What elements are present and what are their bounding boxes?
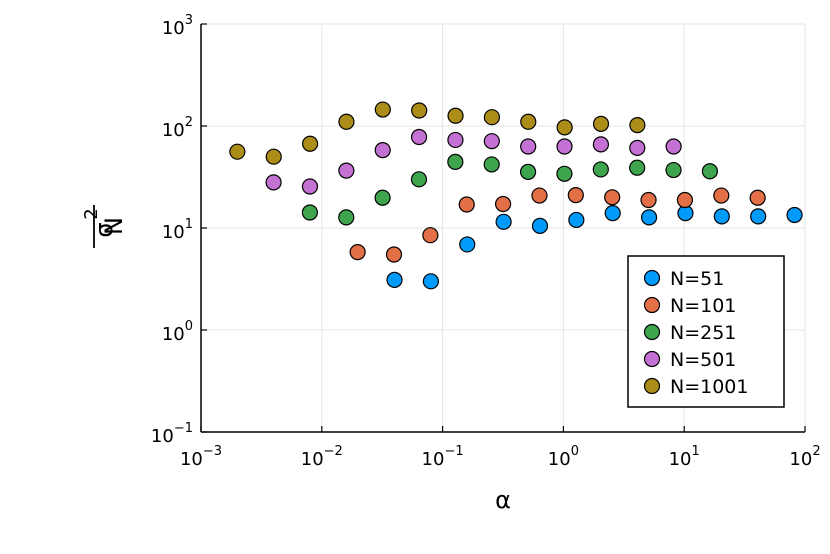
data-point	[640, 209, 658, 226]
axes	[200, 23, 806, 433]
data-point	[676, 191, 694, 209]
data-point	[301, 178, 319, 195]
data-point	[713, 187, 730, 204]
legend-label: N=501	[670, 349, 736, 371]
data-point	[520, 138, 537, 155]
data-point	[447, 153, 464, 170]
y-tick-label: 10−1	[151, 421, 193, 447]
data-point	[556, 119, 573, 136]
data-point	[483, 156, 500, 173]
data-point	[386, 271, 403, 288]
data-point	[556, 165, 573, 182]
series-n-251	[301, 153, 718, 226]
legend-marker	[643, 377, 661, 395]
data-point	[422, 227, 439, 244]
data-point	[568, 211, 585, 229]
data-point	[301, 204, 318, 221]
y-tick-label: 103	[162, 13, 193, 39]
series-n-1001	[229, 101, 646, 165]
data-point	[520, 113, 537, 130]
data-point	[640, 191, 657, 209]
data-point	[567, 187, 584, 204]
data-point	[483, 109, 501, 126]
y-label-superscript: 2	[81, 208, 102, 219]
data-point	[410, 128, 428, 146]
data-point	[629, 139, 646, 156]
legend-marker	[643, 323, 661, 341]
legend-marker	[643, 350, 661, 368]
data-point	[265, 148, 282, 165]
data-point	[265, 174, 282, 191]
x-tick-label: 100	[548, 444, 579, 470]
legend: N=51 N=101 N=251 N=501 N=1001	[627, 255, 785, 408]
data-point	[229, 143, 246, 160]
data-point	[629, 117, 646, 134]
series-n-501	[265, 128, 682, 195]
data-point	[604, 204, 621, 222]
data-point	[374, 101, 391, 118]
legend-marker	[643, 296, 661, 314]
x-tick-label: 10−1	[422, 444, 464, 470]
data-point	[349, 244, 366, 261]
data-point	[665, 138, 682, 155]
data-point	[422, 273, 439, 290]
data-point	[519, 163, 537, 180]
data-point	[338, 162, 355, 179]
data-point	[411, 102, 428, 119]
y-tick-label: 100	[162, 319, 193, 345]
data-point	[410, 171, 428, 188]
data-point	[749, 189, 766, 206]
data-point	[447, 107, 464, 124]
legend-label: N=251	[670, 322, 736, 344]
y-label-numerator: σ	[90, 222, 118, 237]
data-point	[531, 187, 548, 204]
series-n-101	[349, 187, 766, 263]
data-point	[531, 217, 549, 234]
legend-marker	[643, 269, 661, 287]
data-point	[338, 113, 355, 130]
data-point	[483, 133, 500, 150]
data-point	[786, 206, 803, 224]
data-point	[713, 208, 730, 225]
data-point	[592, 136, 610, 153]
data-point	[495, 213, 512, 230]
data-point	[385, 246, 403, 263]
series-n-51	[386, 204, 803, 290]
data-point	[556, 138, 573, 155]
y-axis-label: σ 2 N	[81, 205, 128, 248]
data-point	[701, 163, 718, 180]
data-point	[494, 195, 512, 213]
tick-labels: 10−3 10−2 10−1 100 101 102 10−1 100 101 102 103	[151, 13, 821, 470]
data-point	[665, 161, 682, 179]
x-tick-label: 10−3	[180, 444, 222, 470]
x-axis-label: α	[495, 486, 511, 514]
x-tick-label: 101	[669, 444, 700, 470]
data-point	[374, 189, 391, 206]
legend-label: N=101	[670, 295, 736, 317]
data-points	[229, 101, 803, 290]
y-tick-label: 102	[162, 115, 193, 141]
data-point	[447, 131, 464, 149]
y-tick-label: 101	[162, 217, 193, 243]
data-point	[459, 236, 476, 253]
x-tick-label: 102	[789, 444, 820, 470]
x-tick-label: 10−2	[301, 444, 343, 470]
data-point	[629, 159, 646, 176]
data-point	[750, 208, 767, 225]
data-point	[374, 142, 391, 159]
y-label-denominator: N	[100, 217, 128, 235]
legend-label: N=1001	[670, 376, 749, 398]
data-point	[301, 135, 319, 152]
data-point	[458, 196, 475, 213]
data-point	[338, 209, 355, 226]
data-point	[604, 189, 621, 206]
data-point	[592, 115, 610, 132]
data-point	[592, 161, 609, 178]
legend-label: N=51	[670, 268, 724, 290]
